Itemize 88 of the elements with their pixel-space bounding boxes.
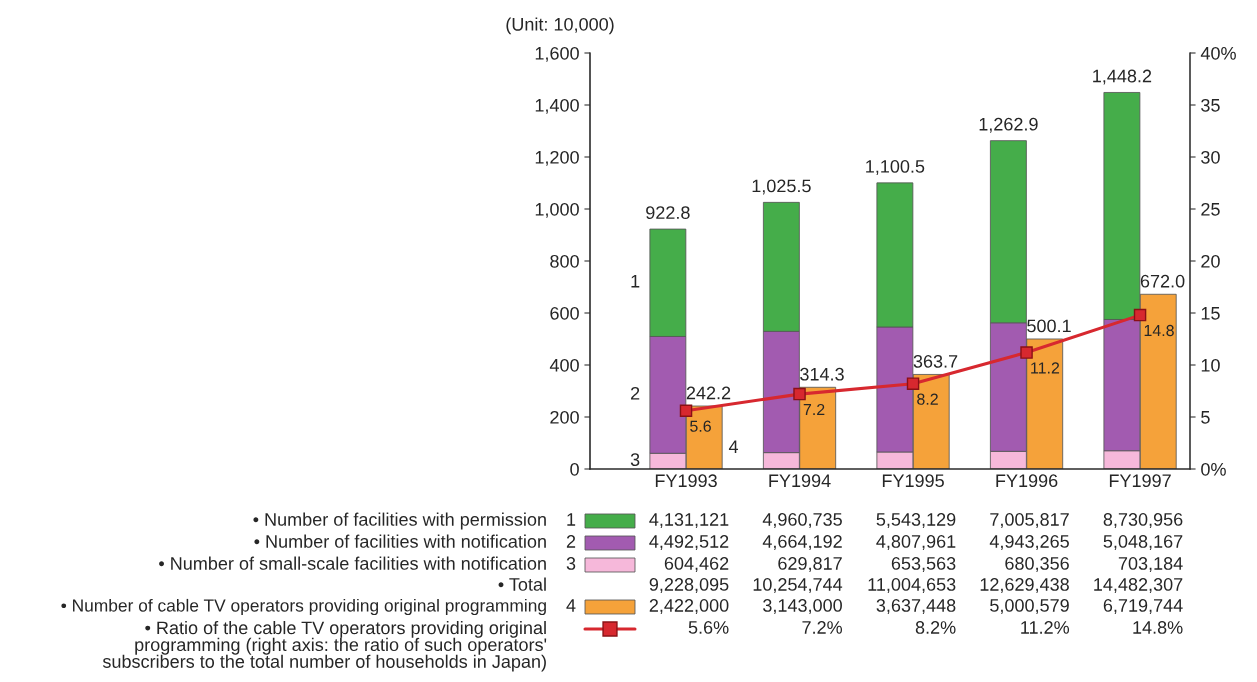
x-tick-label: FY1997 bbox=[1109, 474, 1171, 488]
y-tick-label: 1,200 bbox=[535, 150, 579, 166]
text: 4,131,121 bbox=[649, 513, 729, 528]
text: 629,817 bbox=[778, 557, 842, 572]
text: 7,005,817 bbox=[990, 513, 1069, 528]
data-label: 7.2 bbox=[803, 403, 825, 416]
total-label: 1,025.5 bbox=[752, 179, 811, 195]
point bbox=[1133, 308, 1147, 322]
y2-tick-label: 25 bbox=[1201, 202, 1220, 216]
y2-tick-label: 40% bbox=[1200, 46, 1236, 60]
text: 4,807,961 bbox=[876, 535, 956, 550]
x-tick-label: FY1996 bbox=[996, 474, 1058, 488]
text: 12,629,438 bbox=[980, 578, 1069, 593]
point bbox=[679, 404, 693, 418]
y-axis-title: (Unit: 10,000) bbox=[506, 17, 614, 35]
text: 4,664,192 bbox=[762, 535, 842, 550]
text: 3 bbox=[566, 557, 576, 570]
annotation: 2 bbox=[631, 386, 640, 400]
y2-tick-label: 35 bbox=[1201, 98, 1220, 112]
y2-tick-label: 20 bbox=[1201, 254, 1220, 268]
data-label: 11.2 bbox=[1031, 362, 1060, 374]
text: 6,719,744 bbox=[1103, 599, 1183, 614]
data-label: 5.6 bbox=[690, 420, 711, 432]
data-label: 314.3 bbox=[800, 367, 844, 381]
x-tick-label: FY1993 bbox=[655, 474, 717, 488]
data-label: 8.2 bbox=[917, 393, 938, 405]
y-tick-label: 1,400 bbox=[535, 98, 579, 114]
data-label: 14.8 bbox=[1144, 324, 1174, 337]
text: 14,482,307 bbox=[1094, 578, 1183, 593]
text: 11.2% bbox=[1021, 621, 1070, 634]
annotation: 1 bbox=[631, 275, 640, 288]
data-label: 500.1 bbox=[1027, 319, 1071, 333]
text: 1 bbox=[567, 513, 576, 526]
text: 11,004,653 bbox=[868, 578, 956, 593]
text: 10,254,744 bbox=[753, 578, 843, 593]
text: 3,637,448 bbox=[876, 599, 956, 614]
point bbox=[793, 387, 806, 401]
text: 5,543,129 bbox=[876, 513, 956, 528]
y2-tick-label: 30 bbox=[1201, 150, 1220, 164]
total-label: 1,100.5 bbox=[866, 160, 925, 175]
y2-tick-label: 0% bbox=[1201, 462, 1226, 476]
legend-label: • Ratio of the cable TV operators providing original programming (right axis: the ratio of such operators' subscribers to the total number of households in Japan) bbox=[102, 621, 547, 672]
y2-tick-label: 10 bbox=[1201, 358, 1220, 372]
text: 8.2% bbox=[915, 621, 956, 634]
y-tick-label: 800 bbox=[550, 254, 579, 268]
legend-label: • Number of facilities with notification bbox=[254, 534, 546, 548]
point bbox=[906, 377, 920, 390]
data-label: 242.2 bbox=[686, 386, 731, 400]
legend-label: • Number of cable TV operators providing original programming bbox=[61, 598, 546, 616]
legend-label: • Number of facilities with permission bbox=[253, 512, 546, 530]
text: 4,960,735 bbox=[762, 513, 842, 528]
y-tick-label: 0 bbox=[570, 462, 579, 476]
text: 5,000,579 bbox=[990, 599, 1069, 614]
y-tick-label: 1,600 bbox=[535, 46, 579, 62]
text: 14.8% bbox=[1133, 621, 1183, 634]
x-tick-label: FY1994 bbox=[769, 474, 831, 488]
text: 5,048,167 bbox=[1103, 535, 1183, 550]
text: 653,563 bbox=[891, 557, 956, 572]
text: 3,143,000 bbox=[763, 599, 842, 614]
annotation: 4 bbox=[728, 440, 739, 453]
data-label: 672.0 bbox=[1140, 274, 1185, 288]
point bbox=[1020, 346, 1033, 359]
legend-label: • Number of small-scale facilities with notification bbox=[159, 556, 546, 570]
y-tick-label: 600 bbox=[550, 306, 579, 320]
y2-tick-label: 15 bbox=[1201, 307, 1220, 320]
text: 4,943,265 bbox=[989, 535, 1069, 550]
text: 680,356 bbox=[1005, 557, 1069, 572]
total-label: 1,262.9 bbox=[979, 117, 1038, 133]
annotation: 3 bbox=[630, 453, 640, 466]
text: 8,730,956 bbox=[1103, 513, 1183, 528]
y-tick-label: 1,000 bbox=[535, 202, 579, 218]
y2-tick-label: 5 bbox=[1201, 411, 1210, 424]
text: 604,462 bbox=[664, 557, 729, 572]
text: 9,228,095 bbox=[649, 578, 729, 593]
y-tick-label: 200 bbox=[550, 410, 579, 424]
text: 2 bbox=[566, 535, 576, 548]
total-label: 922.8 bbox=[646, 206, 690, 219]
text: • Total bbox=[498, 577, 546, 591]
total-label: 1,448.2 bbox=[1093, 69, 1152, 85]
text: 4,492,512 bbox=[649, 535, 729, 550]
text: 7.2% bbox=[802, 621, 843, 634]
text: 703,184 bbox=[1118, 557, 1183, 572]
text: 5.6% bbox=[688, 621, 729, 634]
x-tick-label: FY1995 bbox=[882, 474, 944, 488]
text: 4 bbox=[566, 599, 576, 612]
text: 2,422,000 bbox=[649, 599, 729, 614]
y-tick-label: 400 bbox=[549, 358, 579, 372]
data-label: 363.7 bbox=[913, 354, 958, 368]
